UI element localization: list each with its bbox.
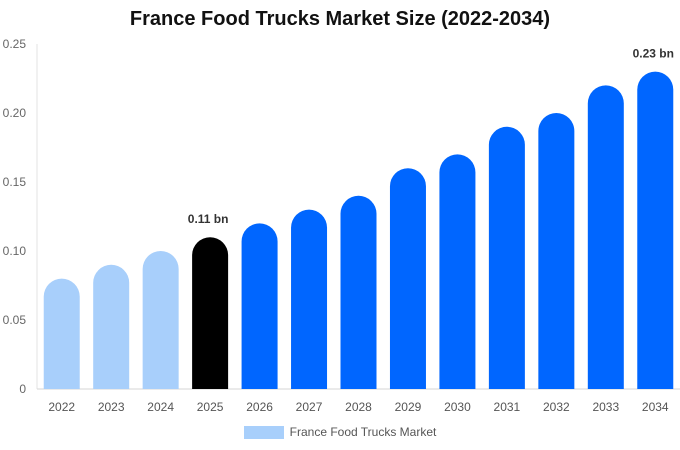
x-tick-label: 2026 (246, 400, 273, 414)
x-tick-label: 2023 (98, 400, 125, 414)
legend: France Food Trucks Market (0, 425, 680, 439)
y-tick-label: 0 (19, 382, 26, 396)
bar-2022 (43, 278, 80, 389)
chart-title: France Food Trucks Market Size (2022-203… (129, 8, 551, 30)
bar-2028 (340, 195, 377, 389)
bar-2029 (389, 168, 426, 389)
x-tick-label: 2027 (296, 400, 323, 414)
x-tick-label: 2034 (642, 400, 669, 414)
x-tick-label: 2031 (494, 400, 521, 414)
y-tick-label: 0.25 (3, 37, 27, 51)
x-tick-label: 2033 (592, 400, 619, 414)
x-tick-label: 2028 (345, 400, 372, 414)
bar-2033 (587, 85, 624, 390)
y-tick-label: 0.20 (3, 106, 27, 120)
y-tick-label: 0.05 (3, 313, 27, 327)
bar-2025 (192, 237, 229, 389)
y-tick-label: 0.15 (3, 175, 27, 189)
bar-2024 (142, 251, 179, 389)
x-tick-label: 2024 (147, 400, 174, 414)
bar-2027 (291, 209, 328, 389)
legend-label: France Food Trucks Market (289, 425, 437, 439)
bar-2026 (241, 223, 278, 389)
x-tick-label: 2022 (48, 400, 75, 414)
y-tick-label: 0.10 (3, 244, 27, 258)
data-label-2034: 0.23 bn (633, 47, 674, 61)
x-tick-label: 2030 (444, 400, 471, 414)
bar-2032 (538, 113, 575, 389)
bar-2030 (439, 154, 476, 389)
x-tick-label: 2029 (395, 400, 422, 414)
bar-2034 (637, 71, 674, 389)
x-tick-label: 2025 (197, 400, 224, 414)
bar-2031 (488, 126, 525, 389)
bar-2023 (93, 264, 130, 389)
data-label-2025: 0.11 bn (188, 212, 229, 226)
x-tick-label: 2032 (543, 400, 570, 414)
legend-swatch (243, 425, 284, 439)
